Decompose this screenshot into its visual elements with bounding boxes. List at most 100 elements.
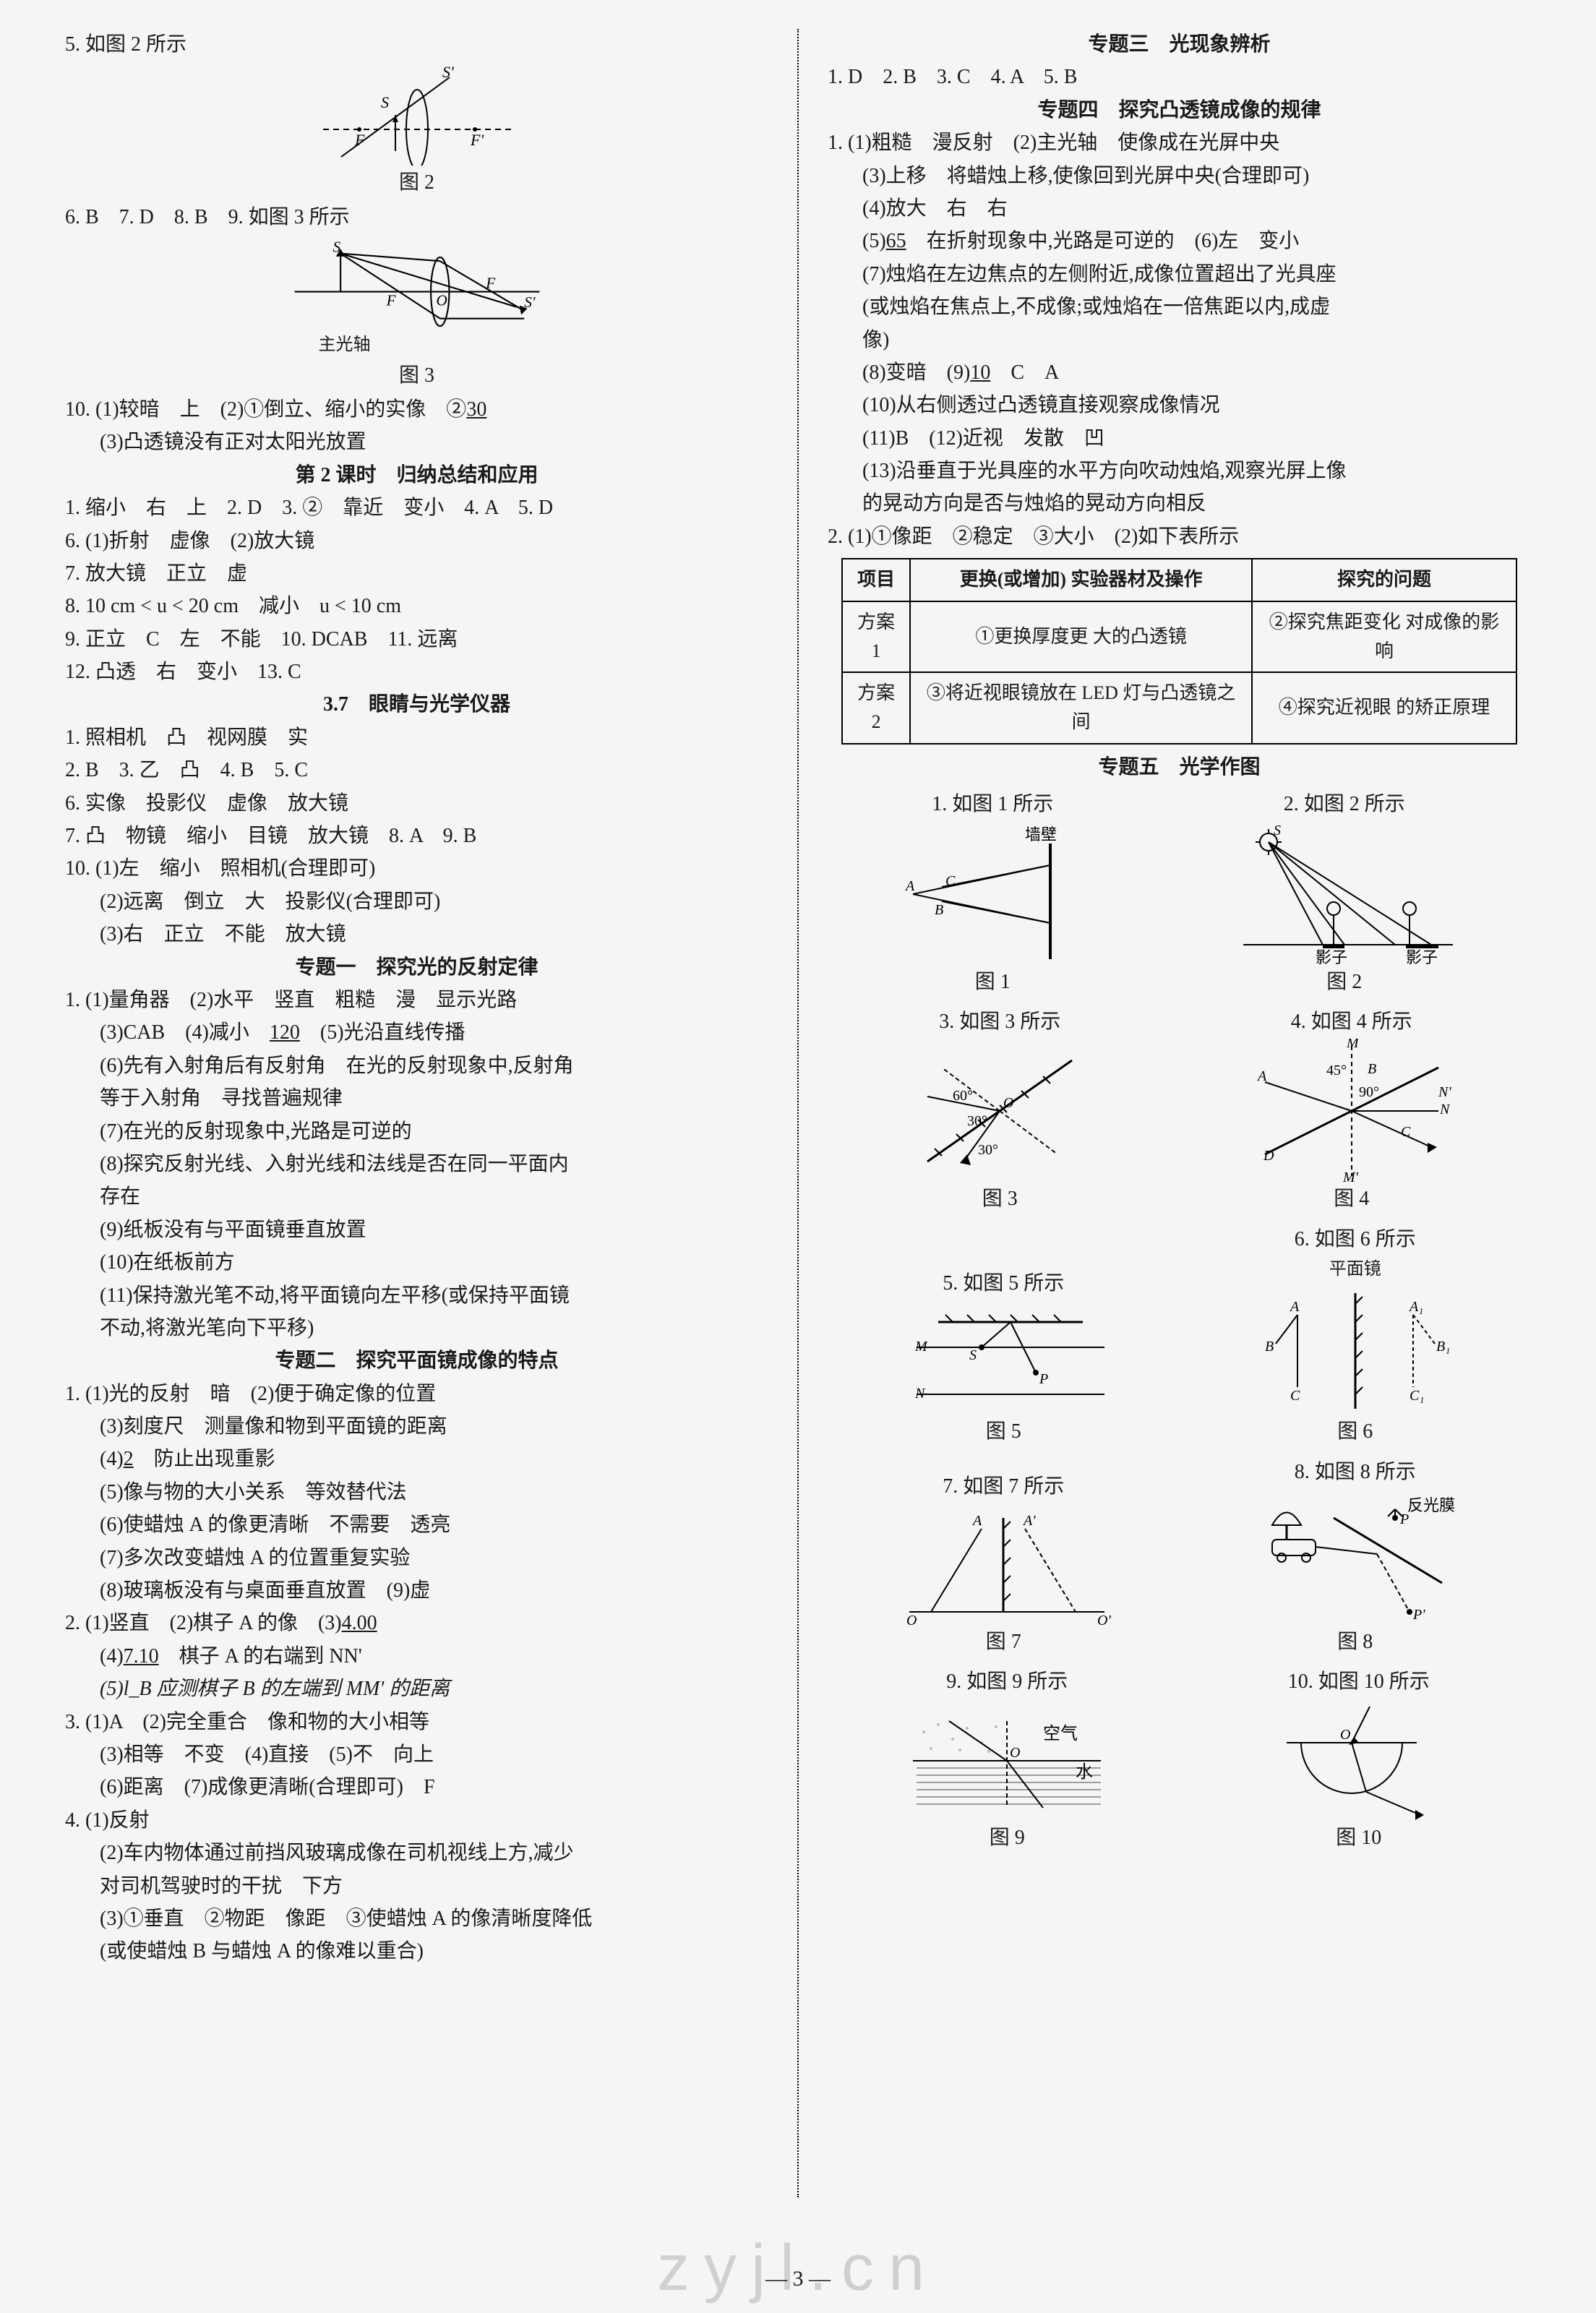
svg-text:A: A (971, 1513, 982, 1529)
fig-label: 6. 如图 6 所示 (1247, 1224, 1464, 1255)
table-row: 方案 2 ③将近视眼镜放在 LED 灯与凸透镜之间 ④探究近视眼 的矫正原理 (842, 672, 1516, 744)
table-cell: ③将近视眼镜放在 LED 灯与凸透镜之间 (910, 672, 1253, 744)
svg-text:O: O (1010, 1745, 1020, 1761)
figure-row: 7. 如图 7 所示 O O' A A' 图 7 (828, 1456, 1531, 1661)
text-line: (8)玻璃板没有与桌面垂直放置 (9)虚 (65, 1575, 768, 1606)
text-line: (3)CAB (4)减小 120 (5)光沿直线传播 (65, 1017, 768, 1048)
fig-label: 4. 如图 4 所示 (1243, 1006, 1460, 1037)
text-line: 1. 照相机 凸 视网膜 实 (65, 722, 768, 753)
figure-3b-svg: O 60° 30° 30° (898, 1039, 1101, 1183)
text-line: 等于入射角 寻找普遍规律 (65, 1083, 768, 1114)
figure-2-svg: F F' S S' (309, 64, 525, 166)
svg-text:F: F (485, 274, 496, 291)
svg-text:C₁: C₁ (1410, 1388, 1424, 1404)
figure-row: 1. 如图 1 所示 墙壁 A B C 图 1 2. 如图 2 所示 (828, 789, 1531, 1000)
svg-text:30°: 30° (978, 1142, 998, 1158)
text-line: (3)右 正立 不能 放大镜 (65, 919, 768, 950)
text-line: (3)上移 将蜡烛上移,使像回到光屏中央(合理即可) (828, 160, 1531, 192)
fig3-axis-label: 主光轴 (319, 335, 371, 354)
figure-row: 9. 如图 9 所示 (828, 1666, 1531, 1856)
fig-label: 10. 如图 10 所示 (1258, 1666, 1460, 1697)
fig-caption: 图 3 (898, 1183, 1101, 1214)
text-line: (8)探究反射光线、入射光线和法线是否在同一平面内 (65, 1149, 768, 1180)
text-line: 6. B 7. D 8. B 9. 如图 3 所示 (65, 202, 768, 233)
svg-text:C: C (945, 873, 956, 889)
svg-text:S': S' (524, 293, 536, 311)
text-line: 对司机驾驶时的干扰 下方 (65, 1871, 768, 1902)
svg-text:P': P' (1412, 1607, 1425, 1623)
text-line: 2. (1)①像距 ②稳定 ③大小 (2)如下表所示 (828, 521, 1531, 552)
figure-10b-svg: O (1258, 1699, 1460, 1822)
svg-text:N: N (1439, 1102, 1451, 1117)
svg-text:90°: 90° (1359, 1084, 1379, 1100)
figure-8b-svg: 反光膜 P P' (1247, 1489, 1464, 1626)
svg-text:A: A (1256, 1068, 1267, 1084)
svg-text:O: O (436, 292, 447, 309)
text-line: 1. (1)光的反射 暗 (2)便于确定像的位置 (65, 1378, 768, 1409)
figure-row: 5. 如图 5 所示 M N S (828, 1224, 1531, 1451)
text-line: 4. (1)反射 (65, 1805, 768, 1836)
svg-text:影子: 影子 (1406, 948, 1438, 966)
text-line: (3)①垂直 ②物距 像距 ③使蜡烛 A 的像清晰度降低 (65, 1903, 768, 1934)
fig-label: 8. 如图 8 所示 (1247, 1456, 1464, 1488)
right-column: 专题三 光现象辨析 1. D 2. B 3. C 4. A 5. B 专题四 探… (828, 29, 1531, 2197)
svg-text:M': M' (1342, 1170, 1359, 1183)
text-line: (5)l_B 应测棋子 B 的左端到 MM' 的距离 (65, 1673, 768, 1704)
svg-text:N: N (914, 1386, 926, 1402)
table-header: 更换(或增加) 实验器材及操作 (910, 559, 1253, 601)
text-line: (6)距离 (7)成像更清晰(合理即可) F (65, 1772, 768, 1803)
fig-caption: 图 2 (1229, 966, 1460, 997)
fig-label: 5. 如图 5 所示 (895, 1268, 1112, 1299)
table-cell: 方案 2 (842, 672, 909, 744)
text-line: 2. (1)竖直 (2)棋子 A 的像 (3)4.00 (65, 1608, 768, 1639)
heading: 3.7 眼睛与光学仪器 (65, 689, 768, 720)
svg-text:O: O (1340, 1727, 1350, 1743)
text-line: 1. (1)量角器 (2)水平 竖直 粗糙 漫 显示光路 (65, 984, 768, 1016)
svg-text:O: O (906, 1613, 917, 1626)
text-line: (10)从右侧透过凸透镜直接观察成像情况 (828, 390, 1531, 421)
heading: 专题四 探究凸透镜成像的规律 (828, 95, 1531, 126)
text-line: (或烛焰在焦点上,不成像;或烛焰在一倍焦距以内,成虚 (828, 291, 1531, 322)
figure-row: 3. 如图 3 所示 O 60° 30° 30° (828, 1006, 1531, 1218)
svg-text:F: F (385, 292, 396, 309)
text-line: (7)在光的反射现象中,光路是可逆的 (65, 1116, 768, 1147)
figure-5b-svg: M N S P (895, 1300, 1112, 1416)
experiment-table: 项目 更换(或增加) 实验器材及操作 探究的问题 方案 1 ①更换厚度更 大的凸… (841, 558, 1516, 744)
text-line: 像) (828, 325, 1531, 356)
heading: 第 2 课时 归纳总结和应用 (65, 460, 768, 491)
svg-text:A: A (1289, 1299, 1300, 1315)
text-line: (8)变暗 (9)10 C A (828, 357, 1531, 388)
text-line: (4)2 防止出现重影 (65, 1443, 768, 1475)
text-line: (4)7.10 棋子 A 的右端到 NN' (65, 1641, 768, 1672)
text-line: (11)保持激光笔不动,将平面镜向左平移(或保持平面镜 (65, 1280, 768, 1311)
text-line: (5)65 在折射现象中,光路是可逆的 (6)左 变小 (828, 226, 1531, 257)
text-line: (6)先有入射角后有反射角 在光的反射现象中,反射角 (65, 1050, 768, 1081)
page-number: — 3 — (0, 2267, 1596, 2291)
svg-text:B: B (935, 902, 943, 918)
fig-label: 3. 如图 3 所示 (898, 1006, 1101, 1037)
mirror-label: 平面镜 (1247, 1256, 1464, 1283)
svg-text:30°: 30° (967, 1113, 987, 1129)
figure-9b-svg: O 空气 水 (898, 1699, 1115, 1822)
svg-text:N': N' (1438, 1084, 1451, 1100)
svg-text:P: P (1039, 1371, 1048, 1387)
text-line: 10. (1)左 缩小 照相机(合理即可) (65, 853, 768, 884)
heading: 专题五 光学作图 (828, 752, 1531, 783)
fig-caption: 图 6 (1247, 1416, 1464, 1447)
svg-text:O: O (1003, 1095, 1013, 1111)
svg-text:O': O' (1097, 1613, 1111, 1626)
fig-label: 1. 如图 1 所示 (898, 789, 1086, 820)
table-cell: ①更换厚度更 大的凸透镜 (910, 601, 1253, 673)
text-line: 1. D 2. B 3. C 4. A 5. B (828, 61, 1531, 93)
text-line: 6. 实像 投影仪 虚像 放大镜 (65, 788, 768, 819)
table-row: 项目 更换(或增加) 实验器材及操作 探究的问题 (842, 559, 1516, 601)
figure-6b-svg: A A₁ B B₁ C C₁ (1247, 1286, 1464, 1416)
table-header: 项目 (842, 559, 909, 601)
svg-text:S: S (1274, 823, 1281, 838)
svg-text:F': F' (470, 131, 484, 149)
text-line: (13)沿垂直于光具座的水平方向吹动烛焰,观察光屏上像 (828, 455, 1531, 486)
text-line: (或使蜡烛 B 与蜡烛 A 的像难以重合) (65, 1936, 768, 1967)
text-line: (7)烛焰在左边焦点的左侧附近,成像位置超出了光具座 (828, 259, 1531, 290)
text-line: 8. 10 cm < u < 20 cm 减小 u < 10 cm (65, 591, 768, 622)
figure-7b-svg: O O' A A' (895, 1503, 1112, 1626)
